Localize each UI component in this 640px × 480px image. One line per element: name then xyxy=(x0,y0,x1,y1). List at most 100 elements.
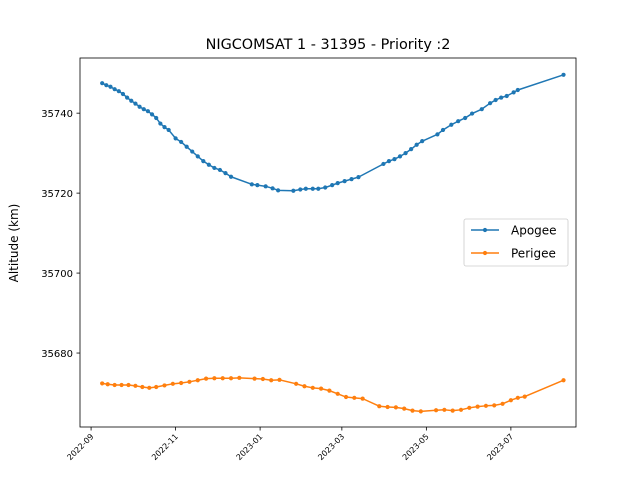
apogee-point xyxy=(310,186,315,191)
apogee-point xyxy=(116,89,121,94)
perigee-point xyxy=(105,382,110,387)
apogee-point xyxy=(190,149,195,154)
perigee-point xyxy=(393,405,398,410)
perigee-point xyxy=(433,408,439,413)
apogee-point xyxy=(133,101,138,106)
perigee-point xyxy=(360,396,365,401)
perigee-point xyxy=(450,408,455,413)
perigee-point xyxy=(352,395,357,400)
apogee-point xyxy=(356,175,361,180)
apogee-point xyxy=(463,115,468,121)
apogee-point xyxy=(479,107,484,112)
apogee-point xyxy=(316,186,321,191)
apogee-point xyxy=(381,161,386,167)
apogee-point xyxy=(420,139,425,144)
apogee-point xyxy=(349,177,354,182)
apogee-point xyxy=(323,185,328,190)
apogee-point xyxy=(206,162,211,167)
apogee-point xyxy=(263,184,268,189)
perigee-point xyxy=(335,391,340,396)
apogee-point xyxy=(414,142,419,147)
perigee-point xyxy=(492,403,497,408)
legend-perigee-label: Perigee xyxy=(511,247,556,261)
apogee-point xyxy=(456,119,461,124)
perigee-point xyxy=(162,383,167,388)
apogee-point xyxy=(469,111,475,116)
perigee-point xyxy=(147,385,152,390)
perigee-point xyxy=(212,376,217,381)
y-axis-label: Altitude (km) xyxy=(7,204,21,283)
apogee-point xyxy=(104,83,109,88)
apogee-point xyxy=(100,81,105,86)
perigee-point xyxy=(327,388,332,393)
perigee-point xyxy=(237,375,242,380)
perigee-point xyxy=(318,386,324,391)
perigee-point xyxy=(170,381,175,386)
perigee-point xyxy=(377,404,382,409)
perigee-point xyxy=(228,376,234,381)
apogee-point xyxy=(201,159,206,164)
apogee-point xyxy=(291,188,296,193)
perigee-point xyxy=(252,376,257,381)
perigee-point xyxy=(500,401,505,406)
perigee-point xyxy=(112,382,117,388)
perigee-point xyxy=(269,378,274,383)
perigee-point xyxy=(100,381,105,386)
perigee-point xyxy=(522,394,527,399)
legend-apogee-marker xyxy=(482,227,488,233)
perigee-point xyxy=(483,403,489,408)
plot-frame xyxy=(79,57,577,428)
chart-title: NIGCOMSAT 1 - 31395 - Priority :2 xyxy=(206,37,451,53)
apogee-point xyxy=(330,183,335,188)
perigee-point xyxy=(140,384,145,390)
perigee-point xyxy=(187,379,192,384)
y-tick-label: 35680 xyxy=(41,349,73,360)
perigee-point xyxy=(195,378,200,383)
apogee-point xyxy=(195,154,200,159)
apogee-point xyxy=(342,179,347,184)
apogee-point xyxy=(179,139,184,145)
perigee-point xyxy=(126,382,131,388)
apogee-point xyxy=(392,157,397,162)
perigee-point xyxy=(475,404,480,409)
y-axis: 35680 35700 35720 35740 xyxy=(41,109,80,360)
apogee-point xyxy=(386,159,392,164)
apogee-point xyxy=(217,167,223,173)
perigee-point xyxy=(442,407,447,412)
apogee-point xyxy=(515,87,520,93)
perigee-point xyxy=(294,381,299,386)
apogee-point xyxy=(298,187,303,192)
apogee-point xyxy=(166,127,171,133)
apogee-point xyxy=(397,154,403,159)
perigee-point xyxy=(418,409,423,414)
apogee-series xyxy=(100,72,566,193)
perigee-point xyxy=(508,398,513,403)
apogee-point xyxy=(212,165,217,171)
apogee-point xyxy=(158,121,163,126)
apogee-point xyxy=(223,171,228,176)
perigee-point xyxy=(561,378,566,383)
apogee-point xyxy=(120,91,126,97)
apogee-point xyxy=(162,125,167,130)
apogee-point xyxy=(125,95,130,100)
apogee-point xyxy=(255,183,260,188)
series-layer xyxy=(100,72,566,414)
perigee-point xyxy=(402,406,407,411)
apogee-point xyxy=(145,109,150,114)
apogee-point xyxy=(108,84,113,89)
apogee-point xyxy=(335,181,340,186)
apogee-point xyxy=(435,132,440,137)
legend-apogee-label: Apogee xyxy=(511,224,557,238)
perigee-point xyxy=(179,380,184,386)
perigee-point xyxy=(310,385,315,390)
perigee-point xyxy=(220,376,225,381)
perigee-point xyxy=(203,376,209,381)
apogee-point xyxy=(173,136,178,141)
apogee-point xyxy=(137,104,142,109)
perigee-point xyxy=(343,394,349,400)
apogee-point xyxy=(228,174,234,179)
apogee-point xyxy=(112,87,117,92)
perigee-point xyxy=(302,384,307,389)
perigee-series xyxy=(100,375,566,414)
apogee-point xyxy=(276,188,281,193)
